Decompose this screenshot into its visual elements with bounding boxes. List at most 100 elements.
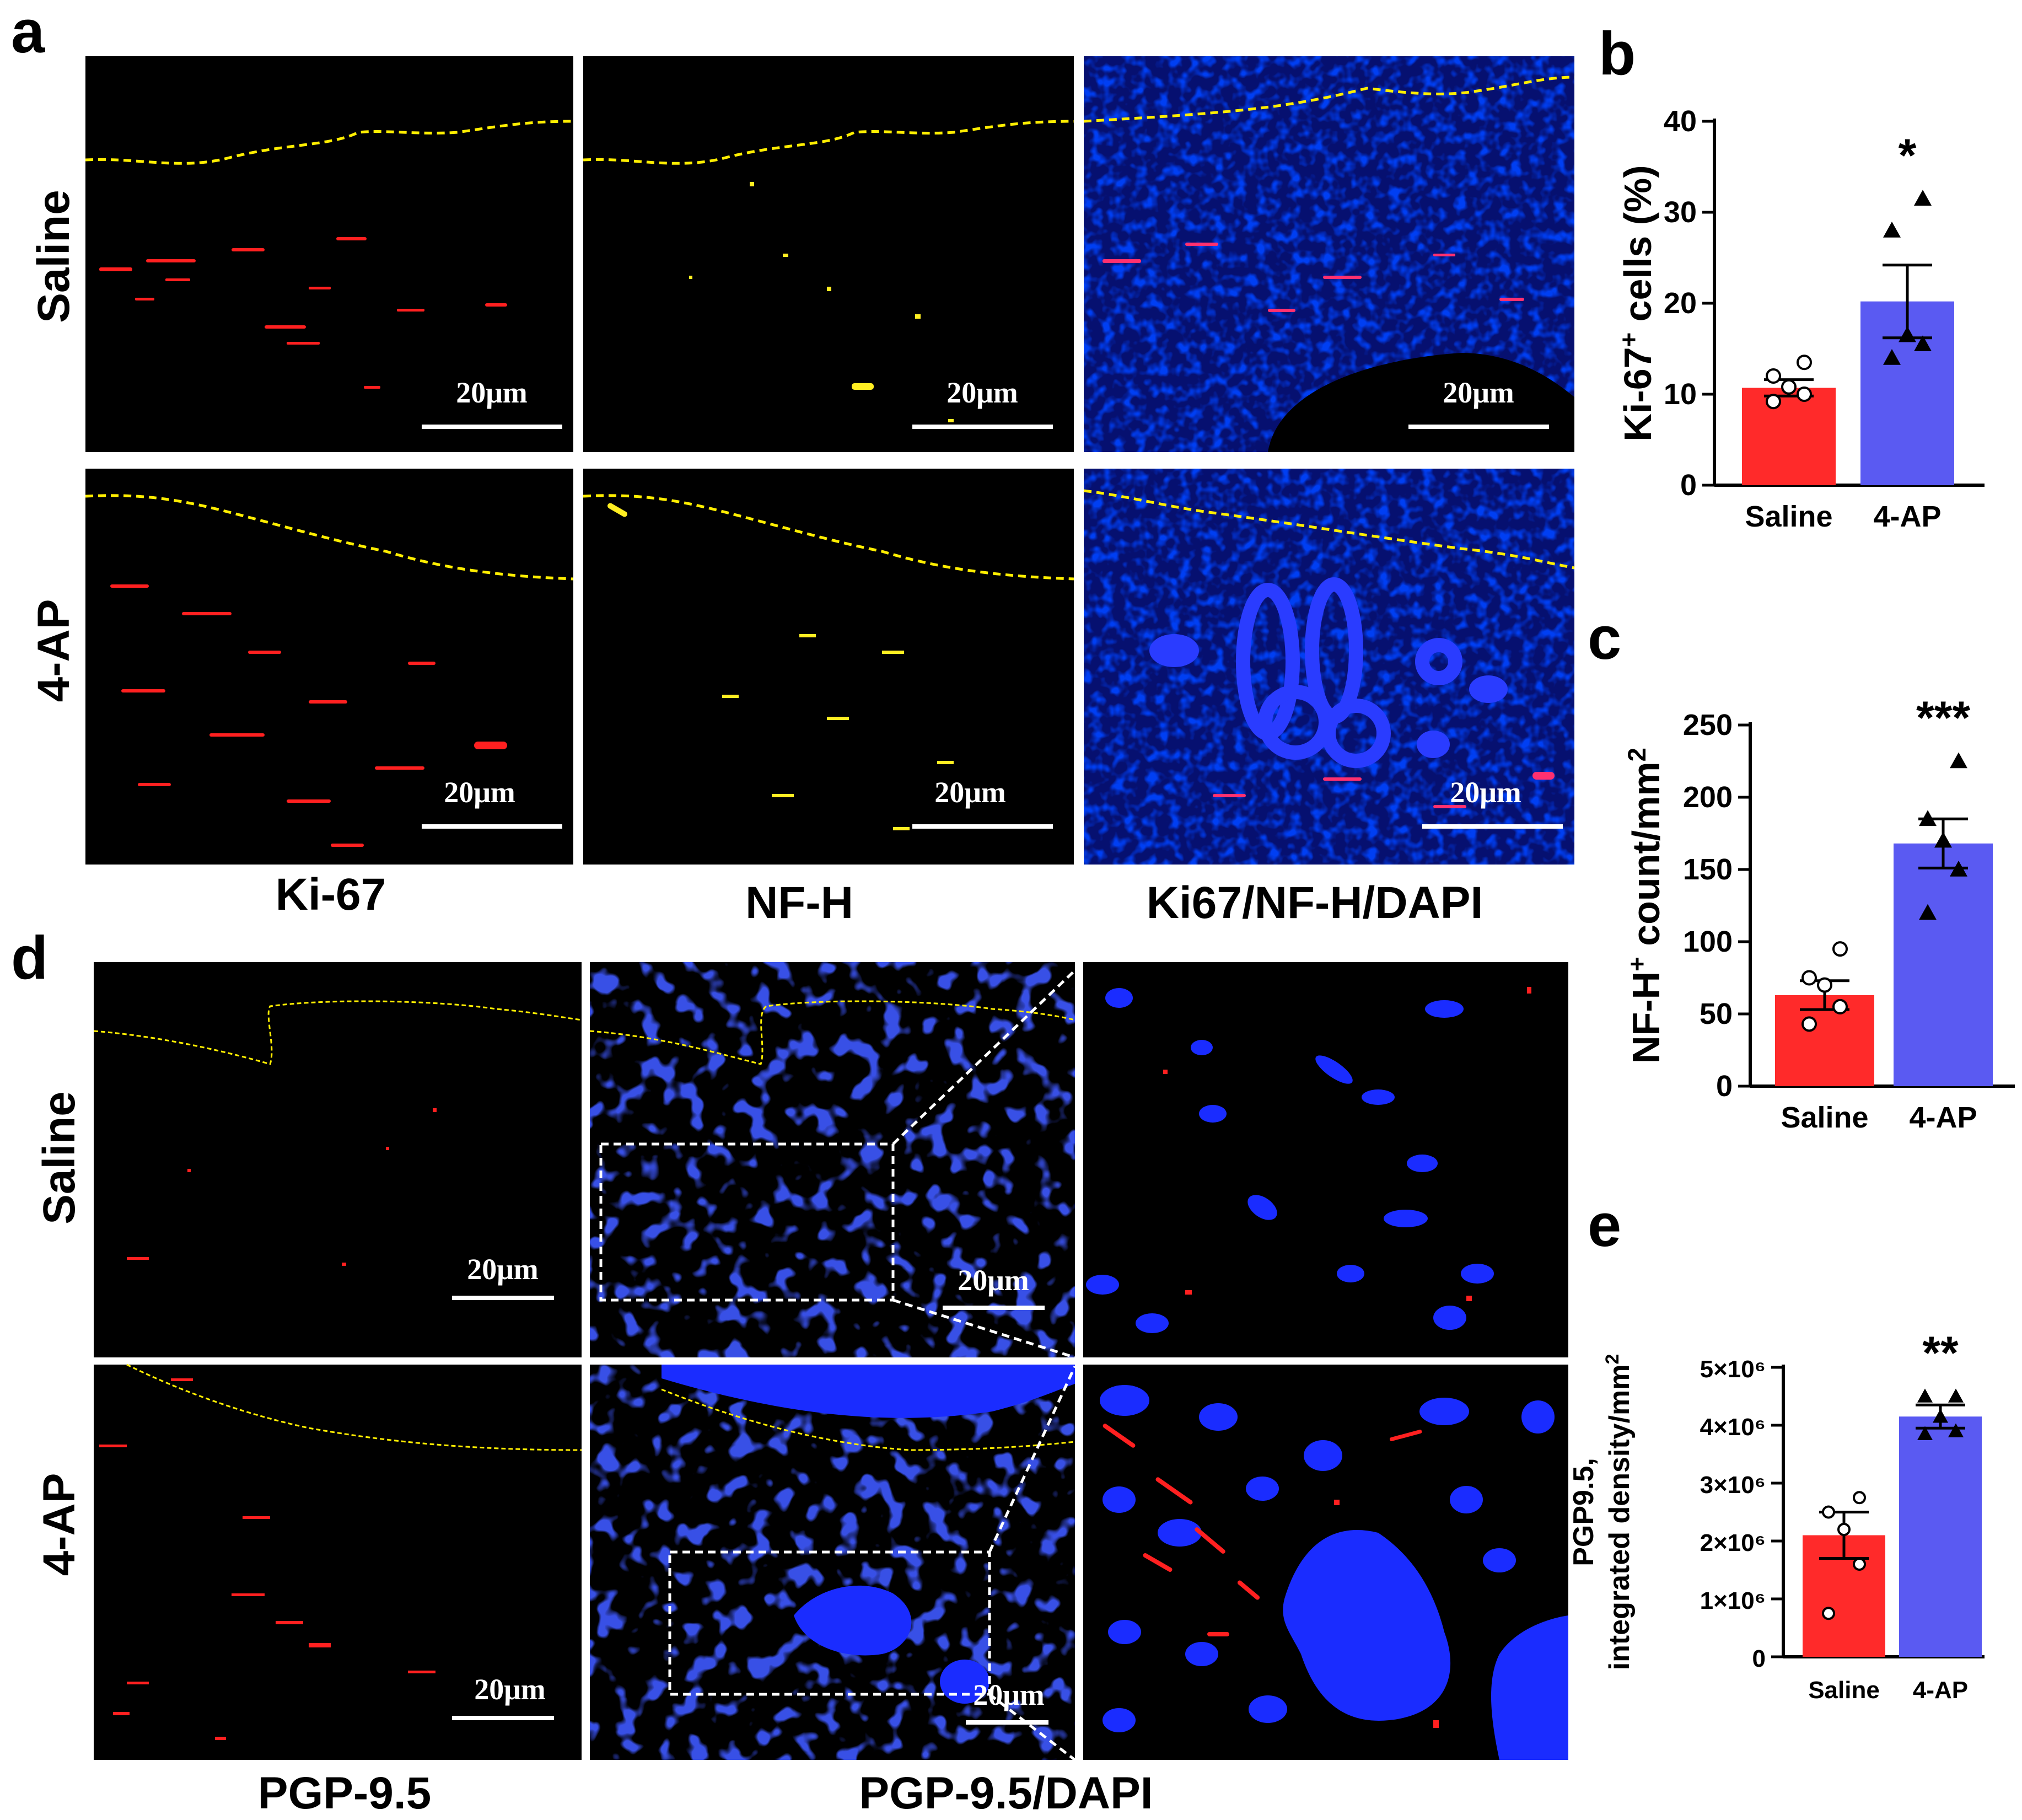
x-tick-label: Saline	[1808, 1677, 1880, 1704]
data-point	[1950, 752, 1967, 769]
data-point	[1781, 379, 1797, 395]
zoom-connectors	[892, 969, 1077, 1761]
scale-bar-a-2: 20μm	[912, 376, 1053, 429]
micrograph-d-saline-zoom	[1083, 962, 1568, 1357]
panel-letter-a: a	[11, 0, 45, 66]
data-point	[1883, 222, 1901, 238]
y-axis-label: NF-H+ count/mm2	[1623, 748, 1668, 1064]
svg-text:20μm: 20μm	[467, 1253, 539, 1286]
y-tick-label: 100	[1683, 925, 1733, 958]
data-point	[1766, 394, 1781, 410]
svg-text:20μm: 20μm	[973, 1678, 1045, 1711]
data-point	[1933, 1409, 1948, 1423]
y-tick-label: 2×10⁶	[1700, 1529, 1766, 1556]
bar-saline	[1742, 388, 1836, 485]
data-point	[1883, 349, 1901, 365]
y-tick-label: 0	[1680, 469, 1697, 502]
data-point	[1797, 386, 1812, 402]
panel-letter-b: b	[1599, 20, 1636, 88]
data-point	[1950, 861, 1967, 877]
x-tick-label: Saline	[1781, 1101, 1868, 1134]
significance-marker: **	[1922, 1327, 1959, 1379]
y-tick-label: 250	[1683, 708, 1733, 742]
col-label-merge-d: PGP-9.5/DAPI	[859, 1768, 1153, 1818]
data-point	[1801, 1016, 1817, 1032]
row-label-4ap-a: 4-AP	[29, 599, 79, 702]
data-point	[1934, 831, 1952, 848]
data-point	[1948, 1423, 1964, 1437]
panel-letter-e: e	[1588, 1191, 1621, 1259]
svg-text:20μm: 20μm	[456, 376, 528, 409]
data-point	[1817, 977, 1832, 993]
data-point	[1919, 810, 1937, 826]
x-tick-label: 4-AP	[1873, 500, 1941, 533]
col-label-merge-a: Ki67/NF-H/DAPI	[1147, 878, 1483, 928]
svg-text:20μm: 20μm	[934, 776, 1006, 809]
y-tick-label: 4×10⁶	[1700, 1414, 1766, 1441]
y-tick-label: 20	[1664, 287, 1697, 320]
micrograph-d-saline-pgp	[93, 962, 582, 1357]
col-label-ki67: Ki-67	[276, 869, 386, 920]
data-point	[1914, 335, 1932, 352]
data-point	[1948, 1388, 1964, 1403]
scale-bar-a-1: 20μm	[422, 376, 562, 429]
svg-text:20μm: 20μm	[474, 1673, 546, 1706]
svg-text:20μm: 20μm	[947, 376, 1018, 409]
row-label-4ap-d: 4-AP	[34, 1473, 84, 1576]
data-point	[1853, 1491, 1866, 1505]
data-point	[1914, 190, 1932, 206]
svg-text:20μm: 20μm	[1443, 376, 1514, 409]
micrograph-d-4ap-merge	[590, 1365, 1075, 1760]
scale-bar-d-4: 20μm	[966, 1678, 1048, 1725]
data-point	[1832, 998, 1848, 1014]
scale-bar-a-5: 20μm	[912, 776, 1053, 829]
scale-bar-d-2: 20μm	[943, 1264, 1045, 1310]
micrograph-a-4ap-ki67	[85, 469, 574, 865]
scale-bar-d-3: 20μm	[452, 1673, 554, 1720]
scale-bar-a-3: 20μm	[1408, 376, 1549, 429]
micrograph-d-saline-merge	[589, 962, 1075, 1357]
y-tick-label: 40	[1664, 105, 1697, 138]
y-tick-label: 150	[1683, 853, 1733, 886]
significance-marker: *	[1899, 129, 1917, 181]
data-point	[1853, 1558, 1866, 1571]
scale-bar-a-4: 20μm	[422, 776, 562, 829]
svg-text:20μm: 20μm	[1450, 776, 1521, 809]
micrograph-d-4ap-zoom	[1083, 1365, 1568, 1760]
data-point	[1919, 904, 1937, 920]
micrograph-a-4ap-merge	[1083, 469, 1575, 865]
y-tick-label: 5×10⁶	[1700, 1356, 1766, 1383]
data-point	[1837, 1523, 1851, 1536]
row-label-saline-d: Saline	[34, 1091, 84, 1225]
chart-e: e 0 1×10⁶ 2×10⁶ 3×10⁶ 4×10⁶ 5×10⁶ Saline 4-AP ** P…	[1568, 1191, 1985, 1704]
data-point	[1801, 970, 1817, 986]
scale-bar-a-6: 20μm	[1422, 776, 1563, 829]
svg-text:20μm: 20μm	[958, 1264, 1029, 1297]
micrograph-d-4ap-pgp	[94, 1363, 582, 1760]
row-label-saline-a: Saline	[29, 190, 79, 323]
chart-c: c 0 50 100 150 200 250 Saline 4-AP *** NF-H+ count…	[1588, 604, 2015, 1134]
y-tick-label: 10	[1664, 378, 1697, 411]
micrograph-a-saline-merge	[1083, 56, 1575, 452]
significance-marker: ***	[1916, 692, 1970, 744]
col-label-pgp: PGP-9.5	[258, 1768, 431, 1818]
scale-bar-d-1: 20μm	[452, 1253, 554, 1300]
y-tick-label: 0	[1752, 1645, 1766, 1672]
y-tick-label: 200	[1683, 781, 1733, 814]
micrograph-a-4ap-nfh	[583, 469, 1074, 865]
x-tick-label: 4-AP	[1913, 1677, 1968, 1704]
y-axis-label-line1: PGP9.5,	[1568, 1458, 1600, 1566]
data-point	[1832, 941, 1848, 957]
col-label-nfh: NF-H	[745, 878, 853, 928]
svg-text:20μm: 20μm	[444, 776, 515, 809]
x-tick-label: 4-AP	[1909, 1101, 1977, 1134]
panel-letter-d: d	[11, 924, 48, 992]
data-point	[1899, 326, 1916, 342]
micrograph-a-saline-ki67	[85, 56, 574, 452]
data-point	[1822, 1505, 1835, 1519]
data-point	[1766, 368, 1781, 384]
x-tick-label: Saline	[1745, 500, 1832, 533]
micrograph-a-saline-nfh	[583, 56, 1074, 452]
y-axis-label-line2: integrated density/mm2	[1602, 1354, 1636, 1671]
